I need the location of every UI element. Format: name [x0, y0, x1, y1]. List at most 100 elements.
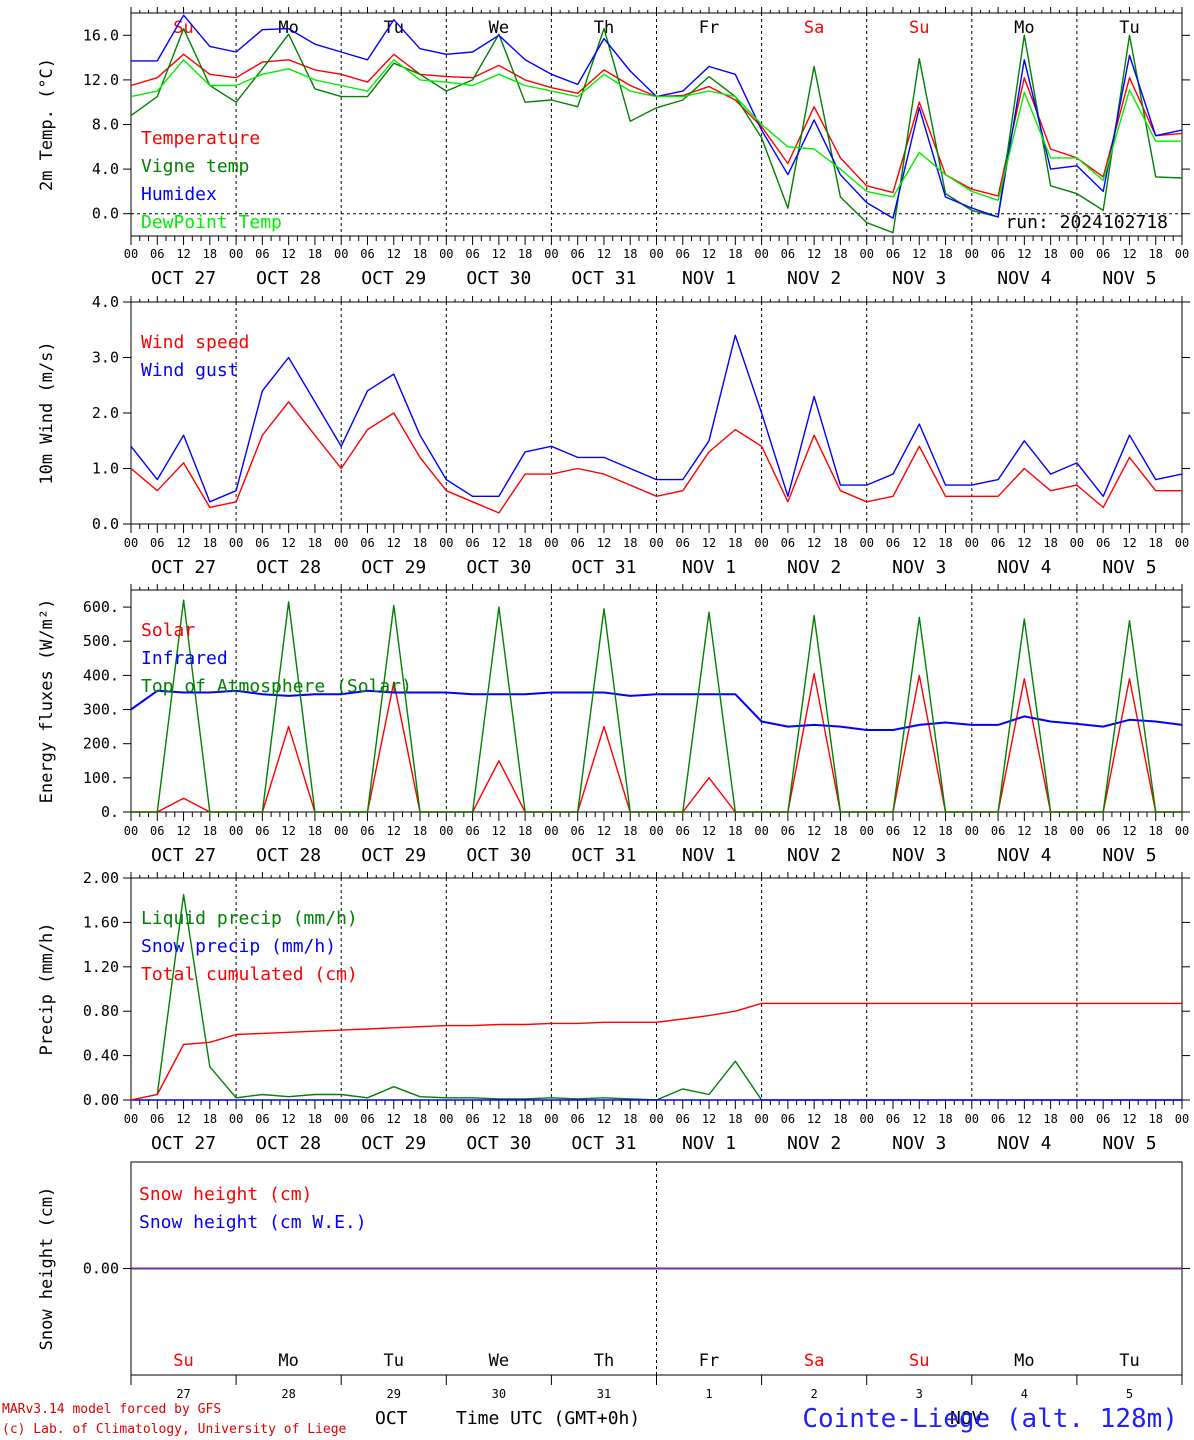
hour-label: 12: [387, 536, 401, 550]
panel-2: 0.0 1.0 2.0 3.0 4.0 10m Wind (m/s) 00 06 12 18 00 0…: [37, 293, 1190, 578]
hour-label: 18: [623, 824, 637, 838]
series-line-4: [130, 59, 1182, 202]
hour-label: 06: [886, 1112, 900, 1126]
date-label: NOV 1: [682, 268, 736, 289]
hour-label: 00: [649, 536, 663, 550]
date-label: OCT 30: [466, 845, 531, 866]
hour-label: 00: [544, 247, 558, 261]
hour-label: 06: [255, 536, 269, 550]
hour-label: 12: [912, 247, 926, 261]
hour-label: 06: [255, 824, 269, 838]
day-number: 1: [705, 1387, 712, 1401]
day-number: 29: [387, 1387, 401, 1401]
hour-label: 06: [150, 1112, 164, 1126]
hour-label: 06: [150, 247, 164, 261]
date-label: OCT 27: [151, 845, 216, 866]
hour-label: 00: [859, 824, 873, 838]
legend-entry: Temperature: [141, 128, 260, 149]
hour-label: 18: [413, 247, 427, 261]
hour-label: 06: [676, 1112, 690, 1126]
hour-label: 18: [1148, 1112, 1162, 1126]
date-label: NOV 2: [787, 1133, 841, 1154]
day-label: Sa: [804, 1351, 824, 1371]
date-label: OCT 30: [466, 268, 531, 289]
date-label: OCT 28: [256, 1133, 321, 1154]
date-label: NOV 3: [892, 268, 946, 289]
hour-label: 06: [1096, 536, 1110, 550]
hour-label: 00: [544, 536, 558, 550]
y-tick-label: 3.0: [92, 349, 119, 367]
date-label: NOV 3: [892, 557, 946, 578]
hour-label: 18: [1148, 824, 1162, 838]
hour-label: 12: [281, 824, 295, 838]
hour-label: 00: [229, 536, 243, 550]
y-tick-label: 4.0: [92, 293, 119, 311]
day-label: We: [489, 18, 509, 38]
hour-label: 18: [518, 824, 532, 838]
hour-label: 06: [1096, 247, 1110, 261]
hour-label: 00: [229, 1112, 243, 1126]
hour-label: 00: [439, 536, 453, 550]
hour-label: 00: [544, 824, 558, 838]
day-label: Fr: [699, 1351, 719, 1371]
legend-entry: Snow height (cm): [139, 1184, 312, 1205]
y-axis-label: 2m Temp. (°C): [37, 58, 57, 191]
hour-label: 06: [360, 536, 374, 550]
y-tick-label: 2.00: [83, 869, 119, 887]
hour-label: 06: [570, 536, 584, 550]
date-label: OCT 27: [151, 1133, 216, 1154]
hour-label: 00: [439, 247, 453, 261]
y-axis-label: 10m Wind (m/s): [37, 341, 57, 484]
hour-label: 06: [676, 536, 690, 550]
hour-label: 00: [754, 1112, 768, 1126]
hour-label: 18: [833, 824, 847, 838]
y-tick-label: 400.: [83, 666, 119, 684]
day-label: Tu: [384, 1351, 404, 1371]
hour-label: 18: [728, 247, 742, 261]
hour-label: 00: [754, 247, 768, 261]
hour-label: 12: [912, 1112, 926, 1126]
hour-label: 12: [597, 536, 611, 550]
day-label: Fr: [699, 18, 719, 38]
hour-label: 00: [649, 1112, 663, 1126]
legend-entry: Snow precip (mm/h): [141, 936, 336, 957]
hour-label: 12: [1017, 1112, 1031, 1126]
day-label: Su: [909, 18, 929, 38]
hour-label: 00: [334, 1112, 348, 1126]
legend-entry: Top of Atmosphere (Solar): [141, 676, 412, 697]
hour-label: 18: [1043, 1112, 1057, 1126]
hour-label: 06: [1096, 1112, 1110, 1126]
hour-label: 18: [518, 1112, 532, 1126]
hour-label: 12: [1017, 824, 1031, 838]
y-tick-label: 1.0: [92, 460, 119, 478]
station-title: Cointe-Liege (alt. 128m): [802, 1404, 1178, 1434]
hour-label: 06: [676, 824, 690, 838]
hour-label: 12: [912, 824, 926, 838]
hour-label: 18: [413, 824, 427, 838]
hour-label: 06: [360, 247, 374, 261]
hour-label: 00: [439, 1112, 453, 1126]
footer: MARv3.14 model forced by GFS (c) Lab. of…: [2, 1402, 1178, 1437]
hour-label: 00: [1175, 247, 1189, 261]
date-label: OCT 28: [256, 557, 321, 578]
y-tick-label: 600.: [83, 598, 119, 616]
hour-label: 00: [544, 1112, 558, 1126]
y-tick-label: 0.00: [83, 1091, 119, 1109]
date-label: NOV 4: [997, 557, 1051, 578]
hour-label: 06: [781, 536, 795, 550]
date-label: NOV 3: [892, 1133, 946, 1154]
hour-label: 18: [308, 1112, 322, 1126]
hour-label: 06: [255, 1112, 269, 1126]
hour-label: 12: [176, 1112, 190, 1126]
hour-label: 18: [1148, 247, 1162, 261]
hour-label: 00: [124, 1112, 138, 1126]
hour-label: 18: [308, 824, 322, 838]
day-label: Th: [594, 1351, 614, 1371]
series-line-1: [130, 401, 1182, 514]
hour-label: 12: [1122, 536, 1136, 550]
hour-label: 12: [492, 1112, 506, 1126]
date-label: OCT 27: [151, 268, 216, 289]
series-line-2: [130, 27, 1183, 234]
hour-label: 12: [492, 824, 506, 838]
hour-label: 00: [334, 536, 348, 550]
